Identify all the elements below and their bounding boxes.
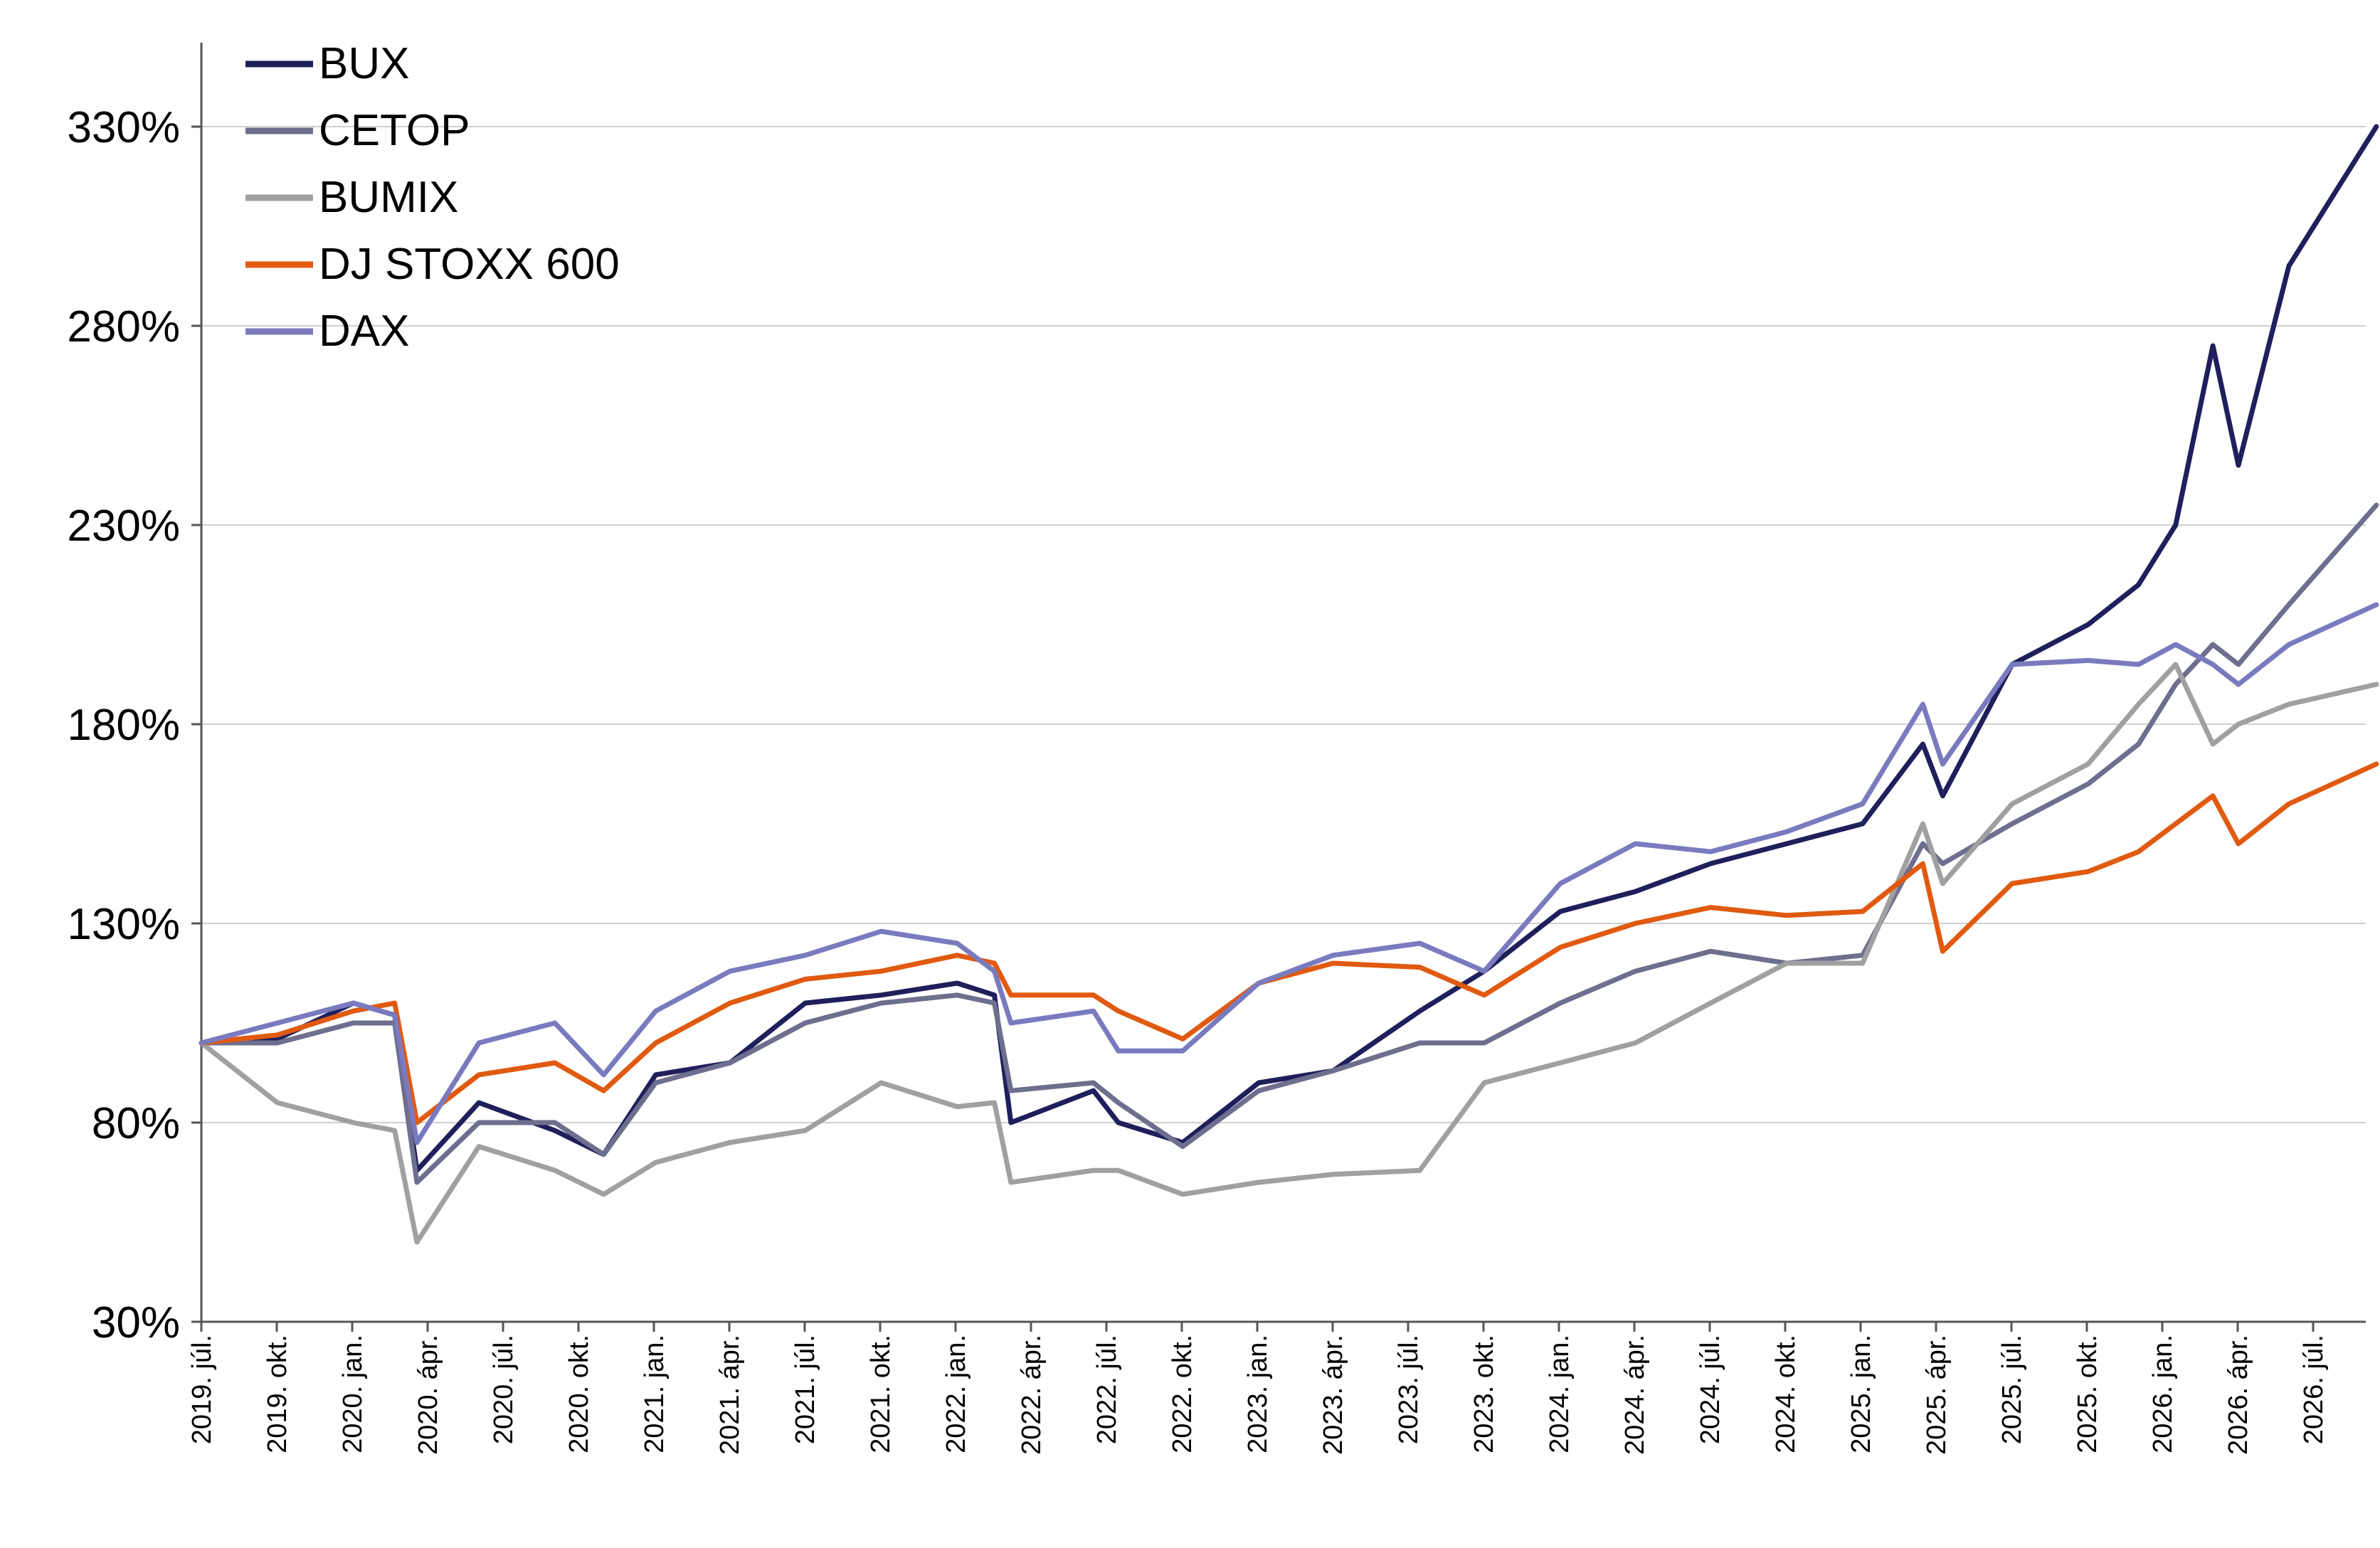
y-tick-label: 130% [67,900,180,949]
y-tick-labels: 30% 80% 130% 180% 230% 280% 330% [67,103,201,1347]
x-tick-label: 2025. júl. [1997,1335,2027,1444]
series-line-bux [199,124,2379,1173]
series-line-dax [199,602,2379,1145]
x-tick-label: 2023. júl. [1394,1335,1424,1444]
x-tick-label: 2021. okt. [866,1335,896,1453]
x-tick-label: 2019. okt. [263,1335,292,1453]
series-line-dj-stoxx-600 [199,761,2379,1125]
x-tick-label: 2025. jan. [1846,1335,1876,1453]
legend-label: DJ STOXX 600 [319,240,620,289]
y-tick-label: 280% [67,302,180,351]
y-tick-label: 230% [67,502,180,551]
y-tick-label: 80% [92,1099,180,1148]
legend-label: BUMIX [319,173,458,222]
x-tick-label: 2020. júl. [489,1335,519,1444]
legend: BUX CETOP BUMIX DJ STOXX 600 DAX [245,39,620,356]
series-lines [199,124,2379,1245]
x-tick-label: 2026. jan. [2148,1335,2178,1453]
y-tick-label: 330% [67,103,180,152]
legend-label: CETOP [319,106,470,155]
x-tick-label: 2022. jan. [941,1335,971,1453]
x-tick-label: 2024. júl. [1696,1335,1725,1444]
x-tick-label: 2020. ápr. [413,1335,443,1455]
x-tick-label: 2022. júl. [1092,1335,1122,1444]
x-tick-label: 2021. júl. [790,1335,820,1444]
legend-label: BUX [319,39,409,88]
x-tick-label: 2020. okt. [564,1335,594,1453]
x-tick-label: 2021. ápr. [715,1335,745,1455]
x-tick-label: 2023. jan. [1243,1335,1273,1453]
y-tick-label: 180% [67,701,180,750]
x-tick-label: 2024. okt. [1771,1335,1801,1453]
y-tick-label: 30% [92,1298,180,1347]
x-tick-label: 2024. ápr. [1620,1335,1650,1455]
x-tick-label: 2021. jan. [640,1335,670,1453]
series-line-cetop [199,502,2379,1185]
series-line-bumix [199,662,2379,1245]
gridlines [201,126,2366,1123]
x-tick-label: 2024. jan. [1545,1335,1575,1453]
x-tick-label: 2022. okt. [1168,1335,1197,1453]
x-tick-label: 2023. okt. [1469,1335,1499,1453]
x-tick-label: 2026. ápr. [2223,1335,2253,1455]
legend-label: DAX [319,307,409,356]
x-tick-label: 2022. ápr. [1017,1335,1047,1455]
x-tick-label: 2023. ápr. [1318,1335,1348,1455]
axes [200,43,2366,1323]
x-tick-label: 2020. jan. [338,1335,368,1453]
x-tick-label: 2025. ápr. [1922,1335,1952,1455]
x-tick-labels: 2019. júl. 2019. okt. 2020. jan. 2020. ápr.… [187,1322,2329,1455]
x-tick-label: 2025. okt. [2073,1335,2103,1453]
x-tick-label: 2026. júl. [2299,1335,2329,1444]
x-tick-label: 2019. júl. [187,1335,217,1444]
